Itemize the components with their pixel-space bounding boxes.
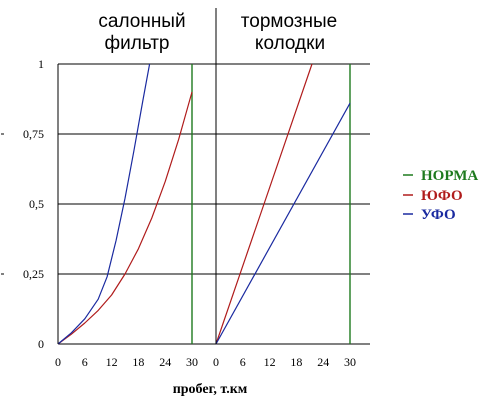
series-ufo-panel-2	[215, 102, 351, 345]
y-tick-label: 0,5	[29, 197, 44, 211]
x-tick-label: 30	[186, 355, 198, 369]
panel-2-title-line2: колодки	[255, 33, 325, 54]
y-tick-label: 1	[38, 57, 44, 71]
legend-label-yufo: ЮФО	[421, 188, 463, 204]
y-tick-label: 0,75	[23, 127, 44, 141]
legend-label-ufo: УФО	[421, 207, 456, 223]
series-ufo-panel-1	[57, 63, 151, 345]
panel-2-title-line1: тормозные	[241, 11, 337, 32]
x-tick-label: 24	[159, 355, 171, 369]
panel-1-title-line1: салонный	[98, 11, 185, 32]
series-yufo-panel-2	[215, 63, 313, 345]
legend-label-norma: НОРМА	[421, 168, 478, 184]
x-tick-label: 6	[240, 355, 246, 369]
grid-layer	[58, 63, 370, 345]
x-tick-label: 30	[344, 355, 356, 369]
x-tick-label: 0	[55, 355, 61, 369]
x-tick-label: 12	[106, 355, 118, 369]
x-tick-label: 18	[290, 355, 302, 369]
legend: НОРМА ЮФО УФО	[403, 168, 478, 223]
series-yufo-panel-1	[57, 91, 193, 345]
y-tick-label: 0,25	[23, 267, 44, 281]
series-layer	[57, 63, 351, 345]
legend-item-yufo: ЮФО	[403, 188, 463, 204]
y-tick-label: 0	[38, 337, 44, 351]
legend-item-ufo: УФО	[403, 207, 456, 223]
x-tick-label: 0	[213, 355, 219, 369]
legend-item-norma: НОРМА	[403, 168, 478, 184]
x-tick-label: 18	[132, 355, 144, 369]
axis-layer: 0 0,25 0,5 0,75 1 0 6 12 18 24 30 0 6 12 18 24 30	[1, 8, 356, 369]
x-tick-label: 12	[264, 355, 276, 369]
x-tick-label: 6	[82, 355, 88, 369]
x-axis-label: пробег, т.км	[173, 382, 248, 397]
panel-1-title-line2: фильтр	[104, 33, 169, 54]
x-tick-label: 24	[317, 355, 329, 369]
